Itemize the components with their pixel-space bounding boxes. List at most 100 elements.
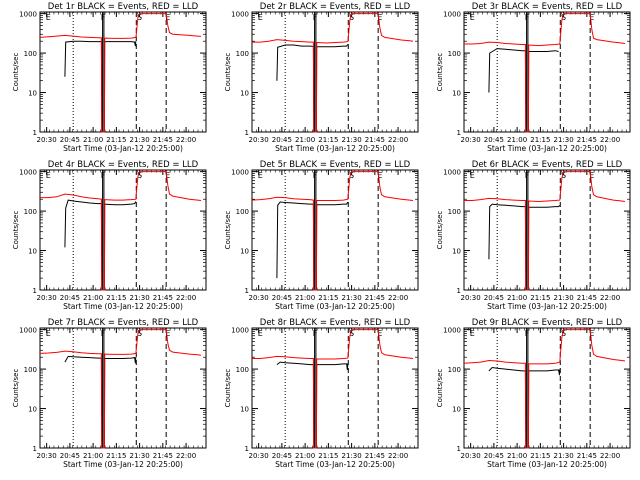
y-tick-label: 10 (452, 248, 461, 256)
x-tick-label: 20:45 (272, 136, 292, 144)
x-tick-label: 21:00 (507, 294, 527, 302)
x-tick-label: 20:30 (461, 294, 481, 302)
marker-letter: F (101, 13, 106, 22)
panel-title: Det 6r BLACK = Events, RED = LLD (472, 160, 623, 170)
panel-title: Det 5r BLACK = Events, RED = LLD (260, 160, 411, 170)
x-tick-label: 22:00 (388, 294, 408, 302)
y-axis-label: Counts/sec (12, 369, 20, 408)
y-tick-label: 100 (236, 208, 249, 216)
marker-letter: E (589, 171, 594, 180)
x-tick-label: 21:45 (153, 136, 173, 144)
y-axis-label: Counts/sec (224, 53, 232, 92)
marker-letter: E (258, 13, 263, 22)
marker-letter: E (46, 13, 51, 22)
x-axis-label: Start Time (03-Jan-12 20:25:00) (487, 302, 607, 311)
x-tick-label: 20:45 (60, 452, 80, 460)
x-tick-label: 21:15 (318, 452, 338, 460)
panel-4: Det 4r BLACK = Events, RED = LLD 1 10 100 10… (12, 160, 207, 311)
marker-letter: E (470, 13, 475, 22)
y-tick-label: 1000 (231, 327, 249, 335)
y-tick-label: 100 (448, 208, 461, 216)
x-axis-label: Start Time (03-Jan-12 20:25:00) (275, 144, 395, 153)
y-axis-label: Counts/sec (224, 211, 232, 250)
panel-title: Det 3r BLACK = Events, RED = LLD (472, 2, 623, 12)
x-tick-label: 22:00 (176, 136, 196, 144)
plot-frame (39, 11, 207, 133)
plot-frame (251, 169, 419, 291)
panel-7: Det 7r BLACK = Events, RED = LLD 1 10 100 10… (12, 318, 207, 469)
marker-letter: E (470, 329, 475, 338)
plot-frame (39, 327, 207, 449)
x-tick-label: 21:00 (507, 136, 527, 144)
y-tick-label: 1 (457, 129, 461, 137)
x-tick-label: 22:00 (176, 452, 196, 460)
panel-title: Det 8r BLACK = Events, RED = LLD (260, 318, 411, 328)
series-lld-line (39, 13, 202, 133)
panel-9: Det 9r BLACK = Events, RED = LLD 1 10 100 10… (436, 318, 631, 469)
x-tick-label: 21:30 (342, 452, 362, 460)
y-axis-label: Counts/sec (12, 211, 20, 250)
y-tick-label: 1 (33, 445, 37, 453)
plot-frame (251, 327, 419, 449)
y-tick-label: 10 (28, 248, 37, 256)
x-tick-label: 20:30 (249, 452, 269, 460)
y-tick-label: 10 (240, 90, 249, 98)
marker-letter: E (377, 329, 382, 338)
x-tick-label: 20:30 (249, 136, 269, 144)
series-events-line (64, 355, 137, 449)
marker-letter: S (137, 13, 142, 22)
x-axis-label: Start Time (03-Jan-12 20:25:00) (63, 144, 183, 153)
y-tick-label: 1000 (19, 169, 37, 177)
x-tick-label: 21:30 (342, 294, 362, 302)
x-axis-label: Start Time (03-Jan-12 20:25:00) (275, 302, 395, 311)
marker-letter: S (349, 329, 354, 338)
series-lld-line (464, 13, 626, 133)
x-tick-label: 21:45 (365, 136, 385, 144)
x-tick-label: 20:30 (37, 294, 57, 302)
x-tick-label: 20:45 (60, 294, 80, 302)
x-tick-label: 20:45 (484, 452, 504, 460)
x-tick-label: 21:45 (577, 452, 597, 460)
series-events-line (276, 44, 349, 133)
series-events-line (488, 48, 559, 133)
marker-letter: F (525, 13, 530, 22)
y-tick-label: 1 (245, 445, 249, 453)
x-tick-label: 20:45 (60, 136, 80, 144)
y-tick-label: 100 (24, 50, 37, 58)
x-tick-label: 20:30 (461, 452, 481, 460)
x-tick-label: 22:00 (388, 136, 408, 144)
series-lld-line (464, 171, 626, 291)
x-tick-label: 21:30 (554, 294, 574, 302)
series-lld-line (40, 171, 202, 291)
series-events-line (488, 366, 561, 449)
series-events-line (64, 40, 137, 133)
panel-title: Det 2r BLACK = Events, RED = LLD (260, 2, 411, 12)
plot-frame (463, 169, 631, 291)
marker-letter: F (525, 329, 530, 338)
y-tick-label: 10 (240, 406, 249, 414)
plot-frame (251, 11, 419, 133)
panel-8: Det 8r BLACK = Events, RED = LLD 1 10 100 10… (224, 318, 419, 469)
y-tick-label: 1000 (231, 169, 249, 177)
marker-letter: S (561, 13, 566, 22)
plot-frame (463, 11, 631, 133)
y-tick-label: 1000 (443, 11, 461, 19)
marker-letter: E (589, 13, 594, 22)
x-tick-label: 21:00 (83, 452, 103, 460)
x-tick-label: 20:30 (249, 294, 269, 302)
plot-frame (463, 327, 631, 449)
marker-letter: F (101, 171, 106, 180)
x-tick-label: 21:15 (106, 136, 126, 144)
y-tick-label: 1000 (443, 169, 461, 177)
y-tick-label: 10 (28, 90, 37, 98)
x-tick-label: 21:30 (130, 294, 150, 302)
y-tick-label: 1 (33, 129, 37, 137)
marker-letter: F (525, 171, 530, 180)
x-axis-label: Start Time (03-Jan-12 20:25:00) (275, 460, 395, 469)
x-tick-label: 20:30 (37, 136, 57, 144)
panel-5: Det 5r BLACK = Events, RED = LLD 1 10 100 10… (224, 160, 419, 311)
marker-letter: S (349, 171, 354, 180)
y-tick-label: 100 (236, 366, 249, 374)
x-axis-label: Start Time (03-Jan-12 20:25:00) (487, 460, 607, 469)
